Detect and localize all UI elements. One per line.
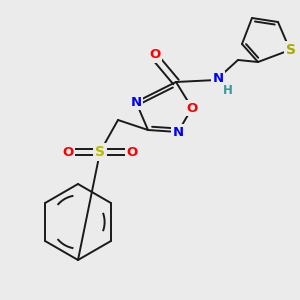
Text: S: S <box>286 43 296 57</box>
Text: O: O <box>149 49 161 62</box>
Text: H: H <box>223 83 233 97</box>
Text: N: N <box>212 73 224 85</box>
Text: N: N <box>172 125 184 139</box>
Text: O: O <box>126 146 138 158</box>
Text: S: S <box>95 145 105 159</box>
Text: N: N <box>130 95 142 109</box>
Text: O: O <box>62 146 74 158</box>
Text: O: O <box>186 101 198 115</box>
